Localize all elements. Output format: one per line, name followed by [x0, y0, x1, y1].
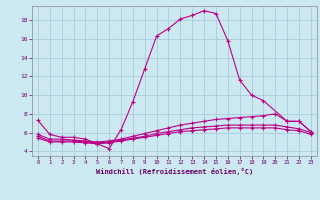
X-axis label: Windchill (Refroidissement éolien,°C): Windchill (Refroidissement éolien,°C) — [96, 168, 253, 175]
